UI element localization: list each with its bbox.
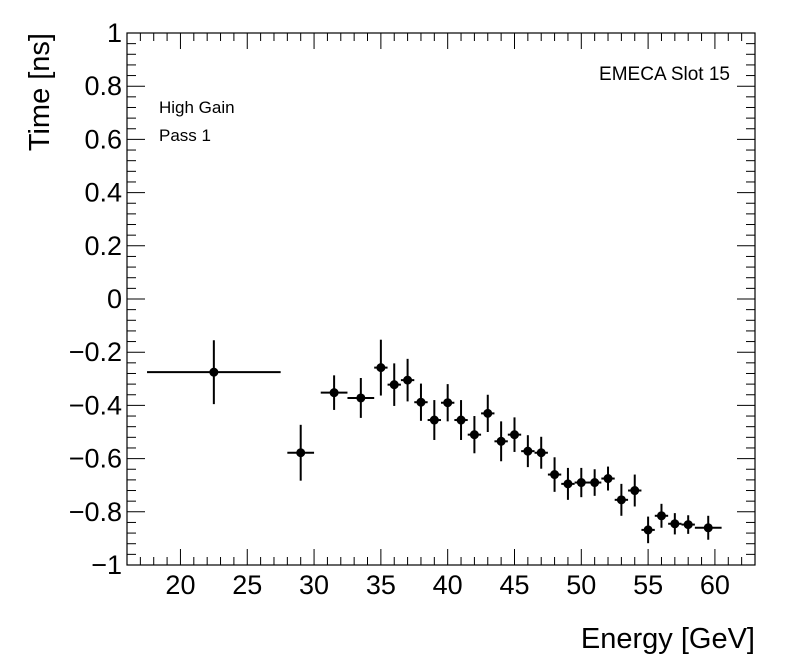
data-point — [400, 358, 415, 402]
x-tick-label: 20 — [165, 570, 195, 600]
pass-annotation: Pass 1 — [159, 126, 211, 145]
point-marker — [329, 388, 339, 398]
point-marker — [703, 523, 713, 533]
data-point — [441, 384, 455, 422]
y-tick-label: 1 — [107, 18, 122, 48]
point-marker — [656, 511, 666, 521]
x-tick-label: 55 — [633, 570, 663, 600]
data-point — [547, 457, 562, 492]
data-point — [481, 394, 495, 432]
data-point — [521, 435, 535, 468]
data-point — [601, 466, 615, 491]
data-point — [668, 513, 682, 535]
point-marker — [456, 415, 466, 425]
y-tick-label: 0.6 — [84, 124, 122, 154]
data-point — [414, 383, 428, 421]
data-point — [467, 416, 482, 454]
y-tick-label: −0.4 — [69, 390, 122, 420]
y-tick-label: 0.8 — [84, 71, 122, 101]
data-point — [147, 340, 281, 405]
x-tick-label: 60 — [700, 570, 730, 600]
y-tick-label: −1 — [91, 550, 122, 580]
x-tick-label: 30 — [299, 570, 329, 600]
point-marker — [670, 519, 680, 529]
point-marker — [389, 380, 399, 390]
x-tick-label: 45 — [499, 570, 529, 600]
point-marker — [376, 363, 386, 373]
point-marker — [429, 415, 439, 425]
point-marker — [550, 470, 560, 480]
point-marker — [496, 436, 506, 446]
data-point — [574, 467, 588, 498]
y-axis-label: Time [ns] — [24, 33, 56, 151]
y-tick-label: 0.2 — [84, 231, 122, 261]
data-point — [641, 516, 655, 544]
y-tick-label: 0 — [107, 284, 122, 314]
x-tick-label: 35 — [366, 570, 396, 600]
data-point — [374, 339, 388, 396]
point-marker — [296, 448, 306, 458]
data-point — [387, 363, 401, 406]
data-point — [694, 515, 722, 540]
point-marker — [483, 408, 493, 418]
data-point — [628, 474, 642, 507]
data-point — [320, 375, 348, 410]
data-point — [614, 483, 629, 516]
data-point — [587, 469, 602, 496]
point-marker — [603, 474, 613, 484]
x-axis-label: Energy [GeV] — [581, 623, 755, 655]
point-marker — [590, 478, 600, 488]
point-marker — [469, 430, 479, 440]
data-point — [454, 400, 468, 440]
y-tick-label: 0.4 — [84, 178, 122, 208]
point-marker — [416, 397, 426, 407]
point-marker — [683, 520, 693, 530]
point-marker — [536, 448, 546, 458]
point-marker — [563, 479, 573, 489]
axis-ticks — [126, 32, 756, 566]
x-tick-label: 25 — [232, 570, 262, 600]
point-marker — [576, 478, 586, 488]
data-point — [654, 503, 669, 528]
point-marker — [509, 430, 519, 440]
slot-annotation: EMECA Slot 15 — [599, 64, 730, 85]
point-marker — [523, 446, 533, 456]
point-marker — [643, 525, 653, 535]
y-tick-label: −0.2 — [69, 337, 122, 367]
point-marker — [616, 495, 626, 505]
y-tick-label: −0.8 — [69, 497, 122, 527]
data-point — [287, 424, 315, 481]
x-tick-label: 40 — [433, 570, 463, 600]
y-tick-label: −0.6 — [69, 444, 122, 474]
point-marker — [443, 398, 453, 408]
tick-labels: 20 25 30 35 40 45 50 55 60 −1 −0.8 −0.6 −0.4 −0.2 0 0.2… — [69, 18, 730, 600]
point-marker — [209, 367, 219, 377]
data-point — [561, 467, 575, 500]
data-point — [494, 421, 508, 462]
x-tick-label: 50 — [566, 570, 596, 600]
point-marker — [356, 393, 366, 403]
data-point — [427, 400, 441, 440]
data-point — [681, 515, 695, 534]
data-point — [534, 436, 548, 469]
data-points — [147, 339, 722, 544]
data-point — [507, 417, 522, 452]
point-marker — [630, 486, 640, 496]
gain-annotation: High Gain — [159, 98, 235, 117]
data-point — [347, 378, 375, 418]
point-marker — [403, 375, 413, 385]
